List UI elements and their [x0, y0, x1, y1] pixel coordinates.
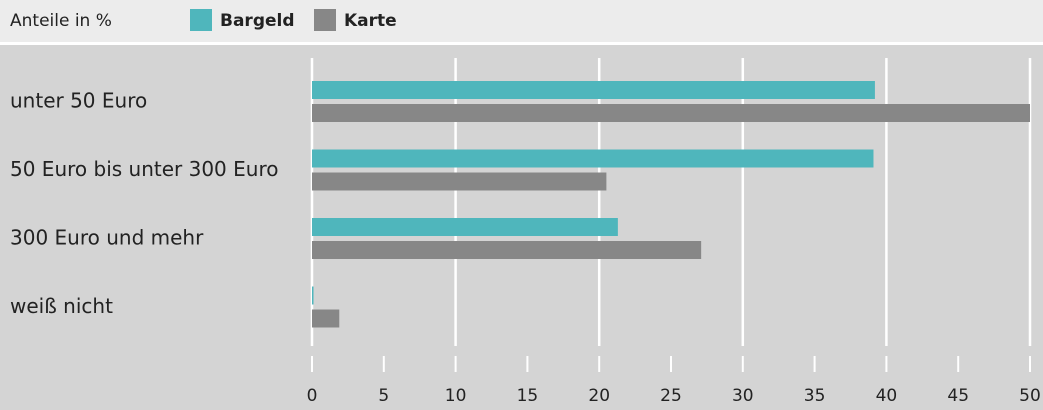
- legend-swatch: [314, 9, 336, 31]
- bar: [312, 172, 607, 191]
- legend-label: Bargeld: [220, 11, 295, 31]
- x-tick-label: 5: [378, 386, 389, 406]
- bar: [312, 218, 618, 236]
- category-label: unter 50 Euro: [10, 89, 147, 113]
- bar: [312, 149, 874, 168]
- bar: [312, 241, 702, 259]
- category-label: weiß nicht: [10, 294, 113, 318]
- bar: [312, 104, 1030, 122]
- bar: [312, 309, 340, 328]
- category-label: 50 Euro bis unter 300 Euro: [10, 157, 278, 181]
- header-band: [0, 0, 1043, 42]
- x-tick-label: 30: [732, 386, 754, 406]
- x-tick-label: 10: [445, 386, 467, 406]
- axis-label: Anteile in %: [10, 11, 112, 31]
- x-tick-label: 0: [307, 386, 318, 406]
- legend-label: Karte: [344, 11, 397, 31]
- x-tick-label: 20: [588, 386, 610, 406]
- legend-swatch: [190, 9, 212, 31]
- x-tick-label: 15: [517, 386, 539, 406]
- x-tick-label: 35: [804, 386, 826, 406]
- bar: [312, 81, 875, 99]
- x-tick-label: 45: [947, 386, 969, 406]
- bar: [312, 286, 314, 305]
- category-label: 300 Euro und mehr: [10, 226, 204, 250]
- x-tick-label: 50: [1019, 386, 1041, 406]
- x-tick-label: 25: [660, 386, 682, 406]
- x-tick-label: 40: [876, 386, 898, 406]
